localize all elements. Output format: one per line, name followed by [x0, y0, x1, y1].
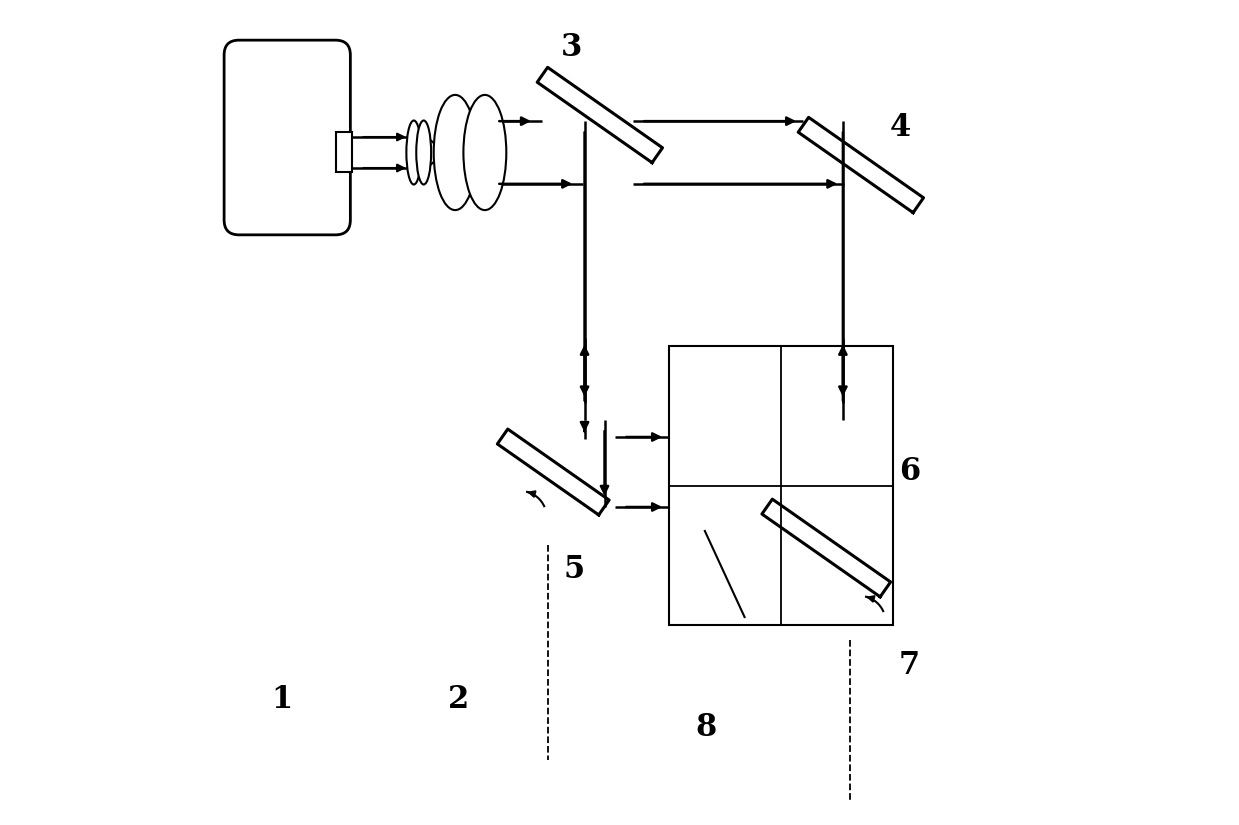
Text: 3: 3: [561, 32, 582, 64]
Bar: [336, 132, 352, 172]
Text: 6: 6: [900, 456, 921, 488]
Text: 4: 4: [890, 112, 912, 144]
Ellipse shape: [406, 120, 421, 185]
Ellipse shape: [416, 120, 431, 185]
Ellipse shape: [463, 95, 507, 210]
Text: 8: 8: [696, 713, 717, 743]
Text: 7: 7: [900, 649, 921, 681]
Text: 2: 2: [449, 685, 470, 715]
Text: 1: 1: [271, 685, 292, 715]
Ellipse shape: [434, 95, 477, 210]
Text: 5: 5: [564, 554, 585, 586]
Bar: [669, 346, 893, 625]
FancyBboxPatch shape: [224, 40, 351, 235]
